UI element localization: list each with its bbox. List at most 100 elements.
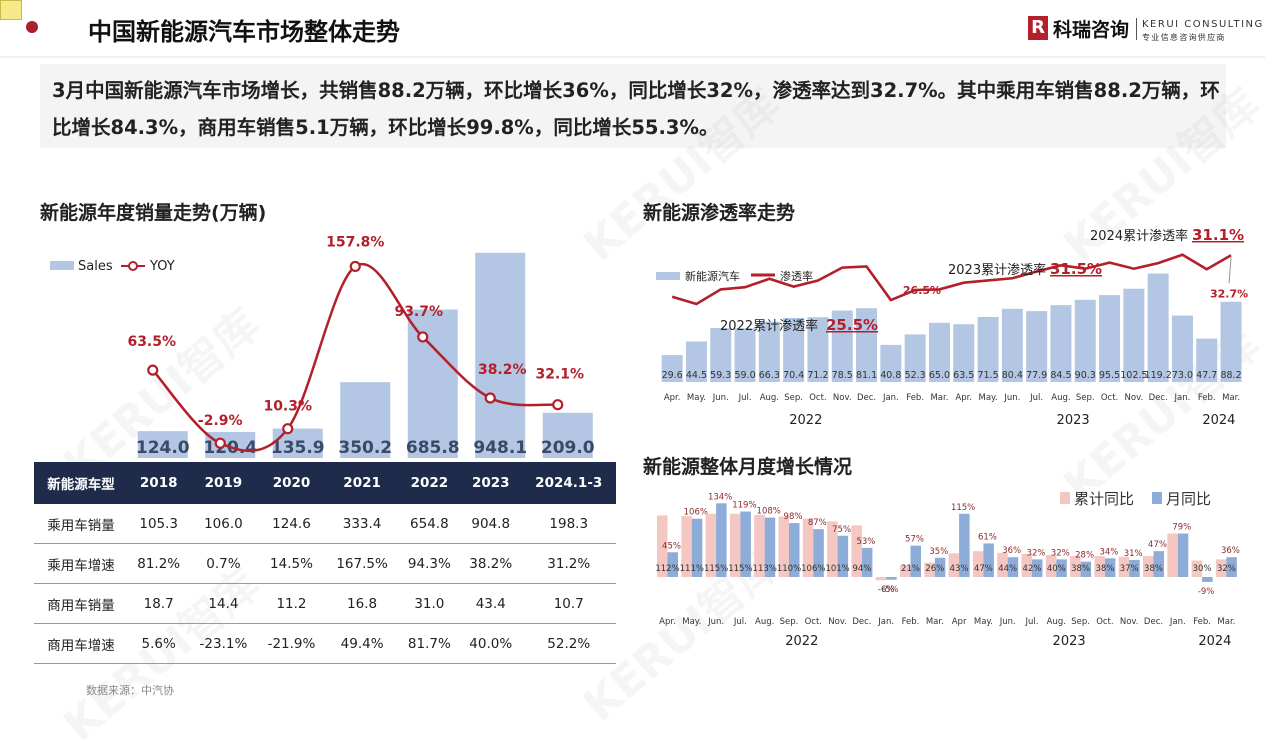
mon-yoy-label: 134% (708, 492, 732, 502)
cum-yoy-bar (802, 518, 814, 577)
nev-value-label: 95.5 (1099, 370, 1120, 381)
nev-value-label: 88.2 (1220, 370, 1241, 381)
mon-yoy-bar (886, 577, 897, 580)
cum-yoy-bar (827, 521, 838, 577)
year-label: 2022 (789, 413, 822, 428)
yoy-point (552, 399, 564, 411)
mon-yoy-label: 28% (1075, 551, 1094, 561)
table-cell: 乘用车销量 (34, 504, 128, 544)
cum-yoy-bar (681, 515, 692, 577)
cum-yoy-bar (875, 577, 887, 581)
mon-yoy-bar (691, 518, 703, 577)
note-icon[interactable] (0, 0, 22, 20)
table-header-row: 新能源车型 2018 2019 2020 2021 2022 2023 2024… (34, 462, 616, 504)
yoy-point (147, 364, 159, 376)
yoy-point (282, 423, 294, 435)
cum-yoy-bar (851, 525, 862, 577)
month-tick-label: Dec. (1144, 617, 1163, 627)
cum-yoy-bar (948, 553, 960, 577)
month-tick-label: Apr. (664, 393, 681, 403)
mon-yoy-bar (667, 552, 678, 577)
table-cell: -21.9% (257, 623, 326, 664)
cum-yoy-bar (1021, 553, 1032, 577)
feb-2023-rate-label: 26.5% (903, 284, 941, 297)
header-divider (0, 56, 1265, 58)
mon-yoy-label: 32% (1051, 548, 1070, 558)
nev-value-label: 77.9 (1026, 370, 1047, 381)
table-cell: 38.2% (460, 543, 522, 584)
legend-swatch-nev (656, 272, 680, 280)
cum-yoy-bar (657, 515, 668, 577)
yoy-value-label: 10.3% (263, 399, 312, 415)
month-tick-label: Jan. (1174, 393, 1191, 403)
cum-yoy-label: 111% (680, 564, 704, 574)
cum-yoy-bar (900, 565, 911, 577)
month-tick-label: Mar. (1217, 617, 1235, 627)
nev-bar (1171, 315, 1193, 382)
mon-yoy-bar (764, 517, 776, 577)
cum-yoy-label: 101% (825, 564, 849, 574)
mon-yoy-label: 106% (684, 508, 708, 518)
year-label: 2022 (785, 634, 818, 649)
yoy-value-label: 63.5% (127, 334, 176, 350)
legend-label-cum: 累计同比 (1074, 490, 1134, 508)
cum-yoy-label: 26% (925, 564, 944, 574)
logo-subtitle: 专业信息咨询供应商 (1142, 33, 1226, 42)
mon-yoy-label: 79% (1172, 523, 1191, 533)
logo-divider (1136, 18, 1137, 40)
mon-yoy-label: 31% (1124, 549, 1143, 559)
nev-value-label: 80.4 (1002, 370, 1023, 381)
nev-value-label: 71.5 (977, 370, 998, 381)
yoy-point (484, 392, 496, 404)
month-tick-label: Apr. (955, 393, 972, 403)
cum-yoy-bar (729, 513, 741, 577)
yoy-point (349, 260, 361, 273)
cum-yoy-label: 47% (974, 564, 993, 574)
month-tick-label: Oct. (809, 393, 826, 403)
month-tick-label: Aug. (755, 617, 774, 627)
table-cell: 商用车增速 (34, 623, 128, 664)
cum-yoy-label: 42% (1023, 564, 1042, 574)
month-tick-label: May. (979, 393, 998, 403)
month-tick-label: Nov. (833, 393, 852, 403)
cum-yoy-bar (997, 552, 1008, 577)
nev-bar (831, 310, 853, 382)
cum-yoy-label: 115% (728, 564, 752, 574)
monthly-growth-chart: 累计同比 月同比 112% 45% Apr. 111% 106% May. 115% 134% Ju… (655, 490, 1240, 649)
yoy-value-label: 32.1% (535, 367, 584, 383)
year-label: 2024 (1202, 413, 1235, 428)
nev-bar (977, 316, 999, 382)
table-cell: 43.4 (460, 583, 522, 624)
cum-yoy-label: 110% (777, 564, 801, 574)
page-title: 中国新能源汽车市场整体走势 (88, 18, 400, 46)
nev-bar (953, 324, 975, 382)
nev-value-label: 59.3 (710, 370, 731, 381)
logo-en-text: KERUI CONSULTING (1142, 19, 1264, 30)
nev-bar (758, 321, 780, 382)
cum-2023-value: 31.5% (1050, 260, 1102, 278)
table-header-cell: 2020 (257, 462, 326, 504)
cum-yoy-bar (1167, 533, 1178, 577)
mon-yoy-label: 45% (662, 541, 681, 551)
mon-yoy-label: 98% (784, 512, 803, 522)
mon-yoy-label: 36% (1002, 546, 1021, 556)
summary-box (40, 64, 1226, 148)
nev-value-label: 59.0 (734, 370, 755, 381)
data-source: 数据来源：中汽协 (86, 684, 174, 697)
table-cell: 198.3 (521, 504, 616, 544)
logo-icon: R (1028, 16, 1048, 40)
mon-yoy-label: 115% (951, 503, 975, 513)
month-tick-label: Aug. (1051, 393, 1070, 403)
month-tick-label: Jun. (712, 393, 729, 403)
month-tick-label: Jan. (882, 393, 899, 403)
mon-yoy-bar (1080, 561, 1092, 577)
nev-value-label: 66.3 (759, 370, 780, 381)
table-header-cell: 2024.1-3 (521, 462, 616, 504)
cum-yoy-label: 115% (704, 564, 728, 574)
month-tick-label: Aug. (760, 393, 779, 403)
table-cell: 14.5% (257, 543, 326, 584)
month-tick-label: Nov. (828, 617, 847, 627)
mon-yoy-label: 47% (1148, 540, 1167, 550)
cum-yoy-label: 40% (1047, 564, 1066, 574)
penetration-chart-title: 新能源渗透率走势 (643, 202, 796, 224)
